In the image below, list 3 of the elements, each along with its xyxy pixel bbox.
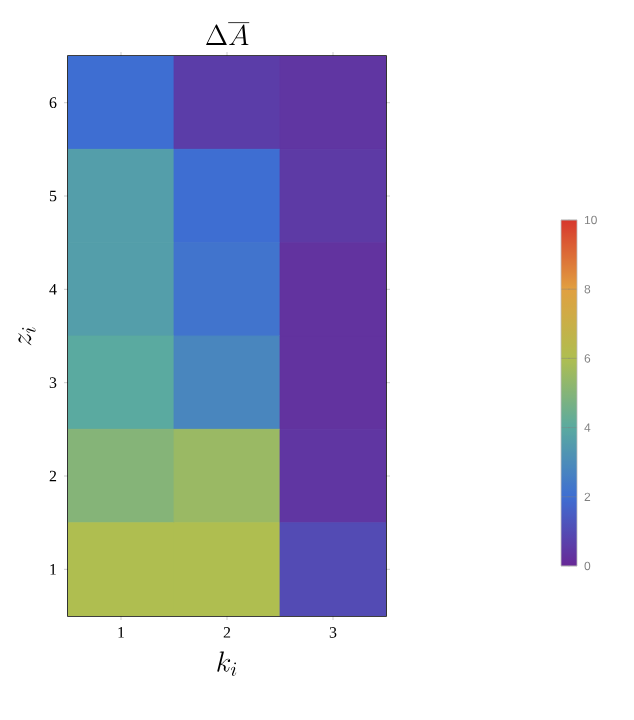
chart-title: $\Delta\overline{A}$	[206, 22, 250, 46]
y-axis-title: $z_i$	[18, 327, 36, 346]
x-axis-title: $k_i$	[217, 651, 237, 676]
